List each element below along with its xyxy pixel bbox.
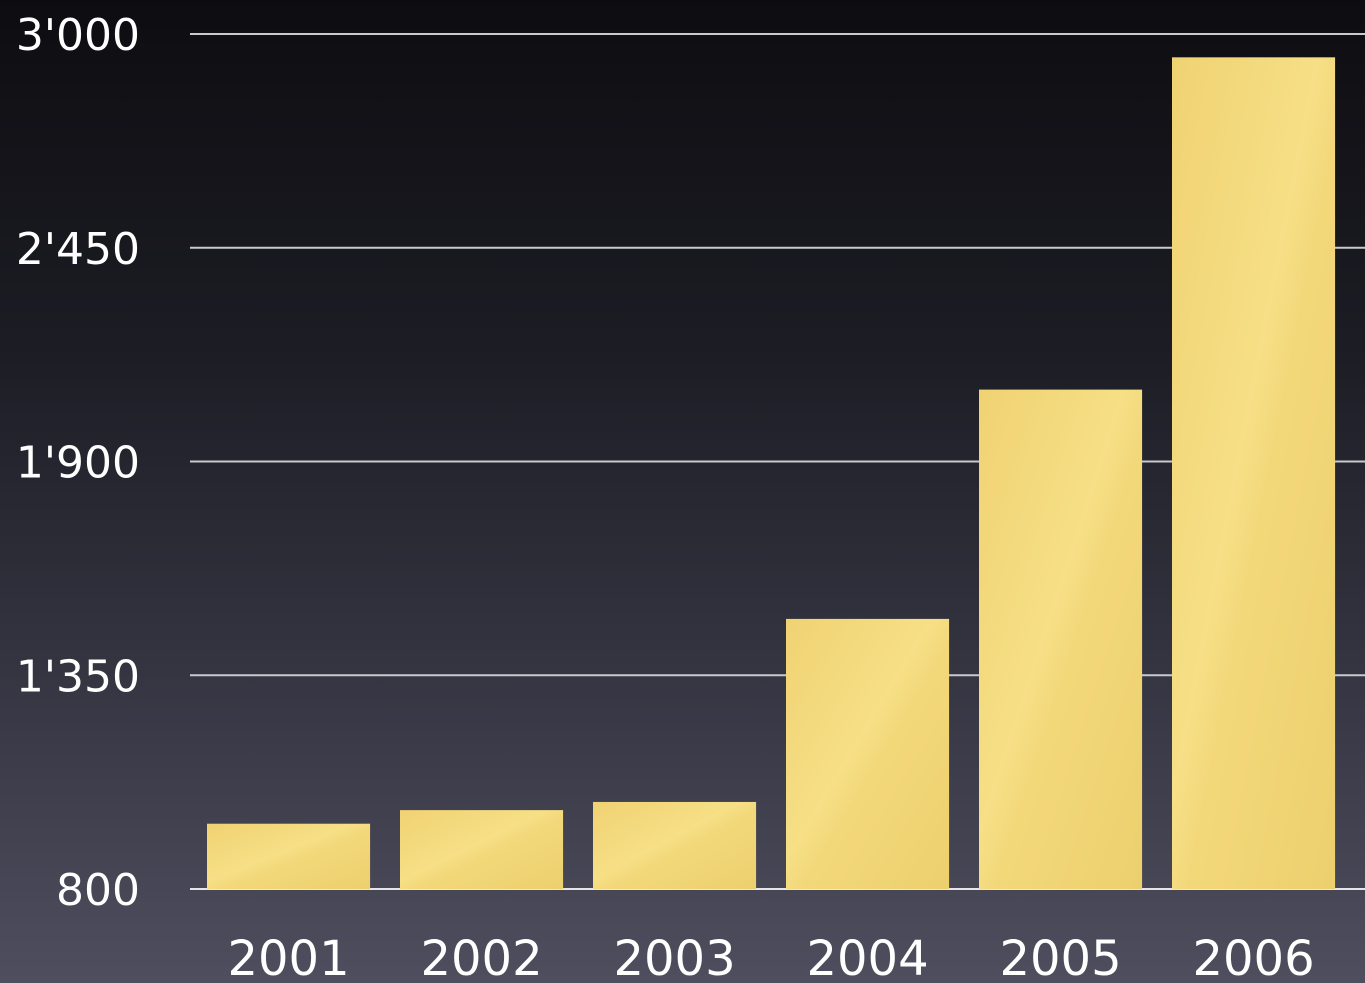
x-tick-label: 2003 [613, 931, 735, 983]
y-tick-label: 800 [56, 865, 140, 916]
bar-2005 [979, 389, 1143, 889]
x-tick-label: 2004 [806, 931, 928, 983]
x-tick-label: 2005 [999, 931, 1121, 983]
bar-2006 [1172, 57, 1336, 890]
y-tick-label: 1'350 [16, 651, 140, 702]
x-axis-tick-labels: 2001 2002 2003 2004 2005 2006 [227, 931, 1314, 983]
x-tick-label: 2002 [420, 931, 542, 983]
bar-2004 [786, 618, 950, 889]
y-tick-label: 2'450 [16, 224, 140, 275]
x-tick-label: 2006 [1192, 931, 1314, 983]
bar-2001 [207, 823, 371, 889]
bar-2002 [400, 810, 564, 889]
y-tick-label: 3'000 [16, 10, 140, 61]
y-tick-label: 1'900 [16, 438, 140, 489]
x-tick-label: 2001 [227, 931, 349, 983]
gridlines [190, 33, 1365, 890]
bars [207, 57, 1336, 890]
bar-2003 [593, 801, 757, 889]
y-axis-tick-labels: 800 1'350 1'900 2'450 3'000 [16, 10, 140, 916]
